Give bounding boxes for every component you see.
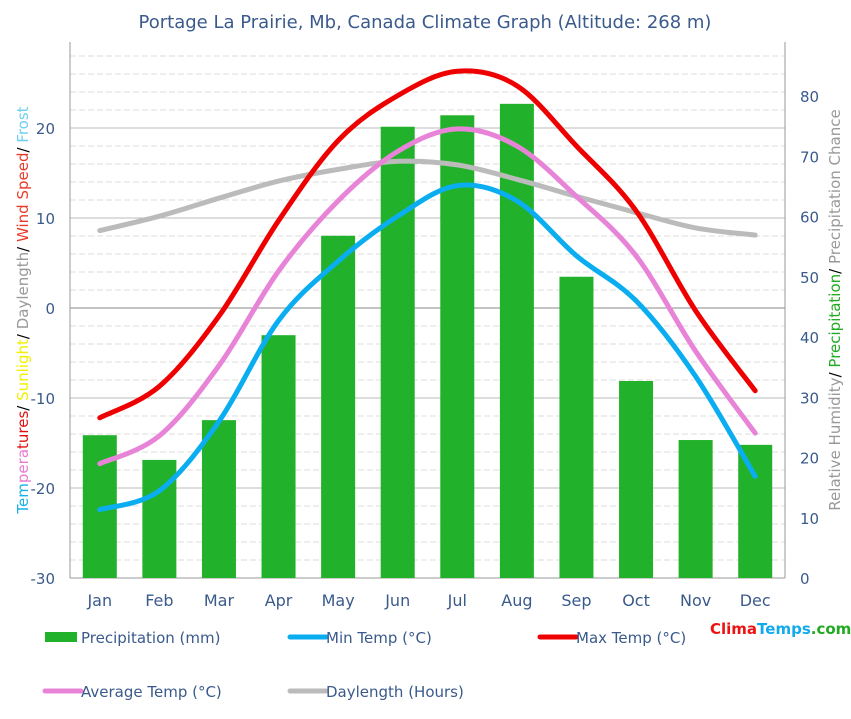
left-tick-label: 20 bbox=[36, 120, 55, 138]
left-axis-label-part: / bbox=[14, 329, 32, 339]
precipitation-bar bbox=[619, 380, 654, 578]
climatemps-logo: ClimaTemps.com bbox=[710, 620, 851, 638]
precipitation-bar bbox=[321, 235, 356, 578]
legend-label: Average Temp (°C) bbox=[81, 683, 222, 701]
x-tick-label: Nov bbox=[680, 591, 711, 610]
left-axis-label-part: Daylength bbox=[14, 252, 32, 329]
x-tick-label: Oct bbox=[622, 591, 650, 610]
precipitation-bar bbox=[559, 276, 594, 578]
legend-label: Daylength (Hours) bbox=[326, 683, 464, 701]
logo-part: Temps bbox=[757, 620, 811, 638]
right-axis-label-part: Precipitation bbox=[826, 274, 844, 368]
left-axis-label-part: Sunlight bbox=[14, 339, 32, 401]
right-axis-label: Relative Humidity/ Precipitation/ Precip… bbox=[826, 109, 844, 510]
right-tick-label: 30 bbox=[800, 389, 819, 407]
left-axis-label: Temperatures/ Sunlight/ Daylength/ Wind … bbox=[14, 106, 32, 514]
x-tick-label: Jun bbox=[384, 591, 410, 610]
x-tick-label: Mar bbox=[204, 591, 235, 610]
right-axis-label-part: Relative Humidity bbox=[826, 377, 844, 510]
legend-swatch-bar bbox=[45, 632, 77, 642]
precipitation-bar bbox=[261, 335, 296, 578]
right-tick-label: 10 bbox=[800, 510, 819, 528]
x-tick-label: Dec bbox=[740, 591, 771, 610]
logo-part: Clima bbox=[710, 620, 757, 638]
precipitation-bar bbox=[201, 420, 236, 578]
precipitation-bar bbox=[678, 440, 713, 578]
x-tick-label: May bbox=[322, 591, 355, 610]
right-axis-label-part: / bbox=[826, 368, 844, 378]
right-tick-label: 70 bbox=[800, 148, 819, 166]
left-tick-label: -20 bbox=[31, 480, 56, 498]
left-axis-label-part: pera bbox=[14, 449, 32, 483]
x-tick-label: Sep bbox=[561, 591, 591, 610]
precipitation-bar bbox=[380, 126, 415, 578]
x-tick-label: Aug bbox=[501, 591, 532, 610]
right-tick-label: 20 bbox=[800, 450, 819, 468]
legend-label: Max Temp (°C) bbox=[576, 629, 686, 647]
right-tick-label: 0 bbox=[800, 570, 810, 588]
right-tick-label: 80 bbox=[800, 88, 819, 106]
x-tick-label: Jan bbox=[86, 591, 112, 610]
left-tick-label: 0 bbox=[45, 300, 55, 318]
legend-label: Min Temp (°C) bbox=[326, 629, 432, 647]
left-tick-label: -30 bbox=[31, 570, 56, 588]
x-tick-label: Jul bbox=[447, 591, 467, 610]
left-tick-label: -10 bbox=[31, 390, 56, 408]
right-tick-label: 50 bbox=[800, 269, 819, 287]
left-axis-label-part: Wind Speed bbox=[14, 153, 32, 243]
right-axis-label-part: / bbox=[826, 264, 844, 274]
left-axis-label-part: Tem bbox=[14, 483, 32, 514]
legend-label: Precipitation (mm) bbox=[81, 629, 220, 647]
precipitation-bar bbox=[738, 444, 773, 578]
left-axis-label-part: / bbox=[14, 143, 32, 153]
left-axis-label-part: Frost bbox=[14, 106, 32, 142]
logo-part: .com bbox=[811, 620, 851, 638]
x-tick-label: Apr bbox=[265, 591, 293, 610]
left-axis-label-part: / bbox=[14, 242, 32, 252]
min-temp-c-line bbox=[97, 182, 758, 513]
left-tick-label: 10 bbox=[36, 210, 55, 228]
average-temp-c-line bbox=[97, 126, 758, 467]
right-tick-label: 60 bbox=[800, 209, 819, 227]
precipitation-bar bbox=[440, 115, 475, 578]
right-tick-label: 40 bbox=[800, 329, 819, 347]
chart-title: Portage La Prairie, Mb, Canada Climate G… bbox=[139, 12, 712, 33]
right-axis-label-part: Precipitation Chance bbox=[826, 109, 844, 264]
x-tick-label: Feb bbox=[145, 591, 173, 610]
left-axis-label-part: / bbox=[14, 401, 32, 411]
left-axis-label-part: tures bbox=[14, 411, 32, 449]
max-temp-c-line bbox=[97, 68, 758, 421]
